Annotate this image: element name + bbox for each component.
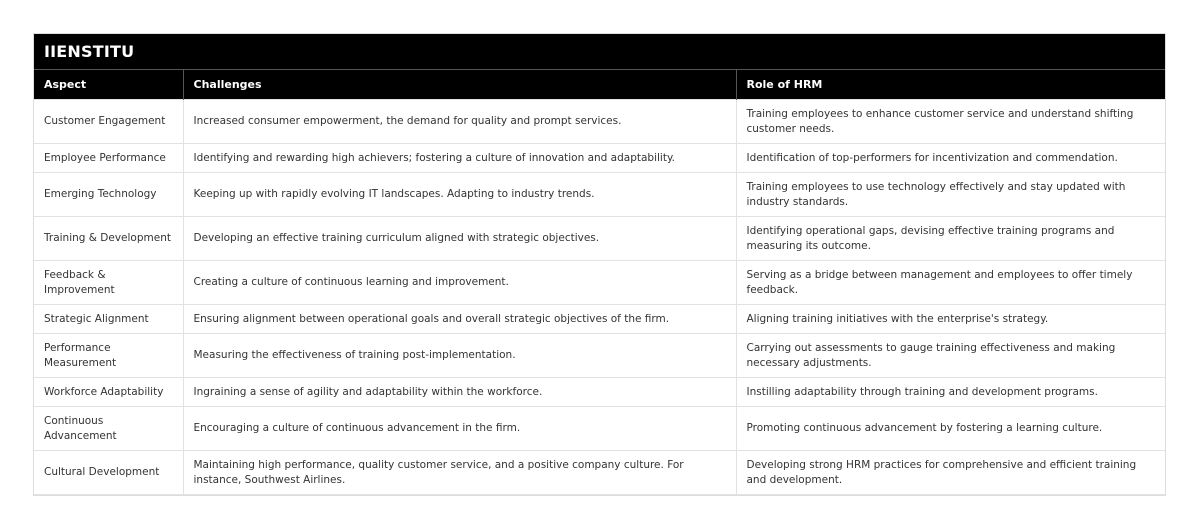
aspect-cell: Employee Performance bbox=[34, 143, 184, 173]
aspect-cell: Customer Engagement bbox=[34, 99, 184, 144]
challenges-cell: Ingraining a sense of agility and adapta… bbox=[182, 377, 737, 407]
aspect-cell: Training & Development bbox=[34, 216, 184, 261]
table-row: Performance Measurement Measuring the eff… bbox=[34, 333, 1165, 378]
table-row: Strategic Alignment Ensuring alignment be… bbox=[34, 304, 1165, 334]
challenges-cell: Measuring the effectiveness of training … bbox=[182, 333, 737, 378]
challenges-cell: Ensuring alignment between operational g… bbox=[182, 304, 737, 334]
role-cell: Promoting continuous advancement by fost… bbox=[735, 406, 1165, 451]
role-cell: Aligning training initiatives with the e… bbox=[735, 304, 1165, 334]
table-row: Workforce Adaptability Ingraining a sense… bbox=[34, 377, 1165, 407]
challenges-cell: Increased consumer empowerment, the dema… bbox=[182, 99, 737, 144]
challenges-cell: Keeping up with rapidly evolving IT land… bbox=[182, 172, 737, 217]
table-row: Continuous Advancement Encouraging a cult… bbox=[34, 406, 1165, 451]
role-cell: Carrying out assessments to gauge traini… bbox=[735, 333, 1165, 378]
table-row: Cultural Development Maintaining high per… bbox=[34, 450, 1165, 495]
challenges-cell: Maintaining high performance, quality cu… bbox=[182, 450, 737, 495]
aspect-cell: Emerging Technology bbox=[34, 172, 184, 217]
aspect-cell: Strategic Alignment bbox=[34, 304, 184, 334]
table-row: Training & Development Developing an effe… bbox=[34, 216, 1165, 261]
hrm-table-container: IIENSTITU Aspect Challenges Role of HRM … bbox=[33, 33, 1166, 496]
challenges-cell: Developing an effective training curricu… bbox=[182, 216, 737, 261]
column-header-role: Role of HRM bbox=[735, 69, 1165, 100]
role-cell: Serving as a bridge between management a… bbox=[735, 260, 1165, 305]
role-cell: Training employees to enhance customer s… bbox=[735, 99, 1165, 144]
table-row: Feedback & Improvement Creating a culture… bbox=[34, 260, 1165, 305]
aspect-cell: Feedback & Improvement bbox=[34, 260, 184, 305]
role-cell: Training employees to use technology eff… bbox=[735, 172, 1165, 217]
header-row: Aspect Challenges Role of HRM bbox=[34, 69, 1165, 100]
column-header-aspect: Aspect bbox=[34, 69, 183, 100]
role-cell: Instilling adaptability through training… bbox=[735, 377, 1165, 407]
aspect-cell: Continuous Advancement bbox=[34, 406, 184, 451]
table-row: Employee Performance Identifying and rewa… bbox=[34, 143, 1165, 173]
column-header-challenges: Challenges bbox=[182, 69, 736, 100]
table-title: IIENSTITU bbox=[34, 34, 1165, 69]
challenges-cell: Identifying and rewarding high achievers… bbox=[182, 143, 737, 173]
aspect-cell: Workforce Adaptability bbox=[34, 377, 184, 407]
table-row: Emerging Technology Keeping up with rapid… bbox=[34, 172, 1165, 217]
aspect-cell: Performance Measurement bbox=[34, 333, 184, 378]
role-cell: Identifying operational gaps, devising e… bbox=[735, 216, 1165, 261]
aspect-cell: Cultural Development bbox=[34, 450, 184, 495]
role-cell: Developing strong HRM practices for comp… bbox=[735, 450, 1165, 495]
role-cell: Identification of top-performers for inc… bbox=[735, 143, 1165, 173]
challenges-cell: Encouraging a culture of continuous adva… bbox=[182, 406, 737, 451]
table-row: Customer Engagement Increased consumer em… bbox=[34, 99, 1165, 144]
hrm-table: Aspect Challenges Role of HRM Customer E… bbox=[34, 69, 1165, 495]
challenges-cell: Creating a culture of continuous learnin… bbox=[182, 260, 737, 305]
